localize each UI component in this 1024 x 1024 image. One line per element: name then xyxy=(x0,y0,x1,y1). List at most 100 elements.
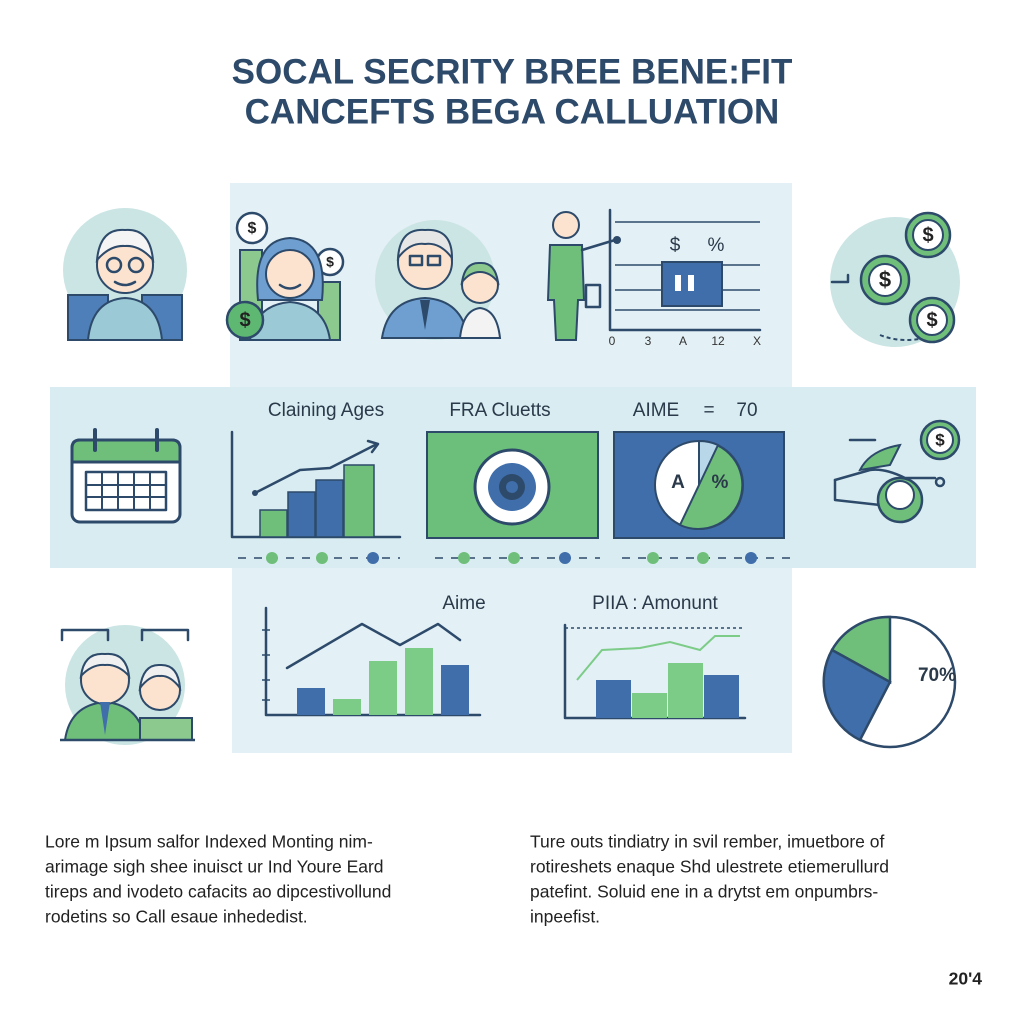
paragraph-line: arimage sigh shee inuisct ur Ind Youre E… xyxy=(45,857,384,877)
pie-icon xyxy=(822,615,957,749)
aime-chart-part xyxy=(698,439,720,486)
coins-icon-part: $ xyxy=(922,224,933,246)
title-line: SOCAL SECRITY BREE BENE:FIT xyxy=(232,52,793,91)
pia-chart-part xyxy=(576,635,740,681)
coins-icon-part xyxy=(912,219,944,251)
paragraph-line: inpeefist. xyxy=(530,907,600,927)
aime-bar-chart-part xyxy=(441,665,469,715)
aime-bar-chart xyxy=(262,606,482,717)
desk-couple-icon xyxy=(60,625,195,745)
presenter-icon-part xyxy=(584,283,602,309)
section-label: AIME xyxy=(633,400,679,421)
dot-row-part xyxy=(367,552,379,564)
couple-icon-part xyxy=(396,228,454,262)
section-label: PIIA : Amonunt xyxy=(592,593,718,614)
section-label: Aime xyxy=(442,593,485,614)
pia-chart-part xyxy=(632,693,667,718)
woman-icon-part xyxy=(265,249,315,299)
hand-icon: $ xyxy=(833,419,961,524)
woman-icon-part: $ xyxy=(326,254,334,270)
person-icon xyxy=(63,208,187,341)
section-label: Claining Ages xyxy=(268,400,384,421)
presenter-icon-part xyxy=(546,244,586,341)
dot-row-part xyxy=(559,552,571,564)
pia-chart-part xyxy=(704,675,739,718)
desk-couple-icon-part xyxy=(79,652,131,679)
section-label: = xyxy=(703,400,714,421)
hand-icon-part xyxy=(858,443,902,472)
coins-icon-part: $ xyxy=(926,309,937,331)
claiming-chart-part xyxy=(315,479,344,538)
axis-label: 0 xyxy=(609,334,616,348)
couple-icon-part xyxy=(458,306,502,339)
pia-chart-part xyxy=(668,663,703,718)
claiming-chart-part xyxy=(259,509,288,538)
desk-couple-icon-part xyxy=(60,628,110,642)
coins-icon: $ $ $ xyxy=(830,211,960,347)
pie-icon-part xyxy=(830,615,892,685)
woman-icon-part: $ xyxy=(239,309,250,331)
couple-icon-part xyxy=(420,300,430,330)
coins-icon-part: $ xyxy=(879,267,891,292)
section-label: FRA Cluetts xyxy=(449,400,550,421)
panels-part xyxy=(232,568,792,753)
woman-icon-part xyxy=(225,300,265,340)
dot-row xyxy=(238,552,790,564)
presenter-icon xyxy=(546,208,762,341)
couple-icon-part xyxy=(408,254,424,267)
woman-icon-part xyxy=(278,283,302,290)
calendar-icon xyxy=(70,428,182,524)
aime-bar-chart-part xyxy=(285,622,462,670)
aime-bar-chart-part xyxy=(297,688,325,715)
section-label: 70 xyxy=(736,400,757,421)
hand-icon-part: $ xyxy=(935,430,945,449)
claiming-chart-part xyxy=(287,491,316,538)
desk-couple-icon-part xyxy=(100,702,110,735)
paragraph-line: tireps and ivodeto cafacits ao dipcestiv… xyxy=(45,882,391,902)
claiming-chart-part xyxy=(343,464,375,538)
presenter-icon-part xyxy=(613,236,621,244)
woman-icon-part xyxy=(235,211,269,245)
paragraph-line: Lore m Ipsum salfor Indexed Monting nim- xyxy=(45,832,373,852)
claiming-chart-part xyxy=(366,439,380,454)
aime-chart xyxy=(613,431,785,539)
calendar-icon-part xyxy=(84,470,168,512)
dot-row-part xyxy=(508,552,520,564)
presenter-icon-part xyxy=(688,275,694,291)
person-icon-part xyxy=(113,280,137,287)
axis-label: X xyxy=(753,334,761,348)
pie-label: 70% xyxy=(918,665,956,686)
dot-row-part xyxy=(745,552,757,564)
person-icon-part xyxy=(105,256,123,274)
person-icon-part xyxy=(95,228,155,264)
person-icon-part xyxy=(86,296,164,341)
presenter-icon-part xyxy=(608,208,762,332)
calendar-icon-part xyxy=(70,438,182,464)
footer: 20'4 xyxy=(949,969,983,989)
hand-icon-part xyxy=(934,476,946,488)
desk-couple-icon-part xyxy=(138,663,182,692)
axis-label: 3 xyxy=(645,334,652,348)
couple-icon-part xyxy=(460,261,500,286)
pie-label: A xyxy=(671,472,685,493)
presenter-icon-part xyxy=(552,211,580,239)
desk-couple-icon-part xyxy=(139,717,193,741)
paragraph-line: patefint. Soluid ene in a drytst em onpu… xyxy=(530,882,878,902)
paragraph-line: rodetins so Call esaue inhededist. xyxy=(45,907,308,927)
person-icon-part xyxy=(127,256,145,274)
pie-label: % xyxy=(712,472,729,493)
dot-row-part xyxy=(697,552,709,564)
claiming-chart-part xyxy=(253,443,377,495)
woman-icon-part: $ xyxy=(248,220,257,237)
pia-chart xyxy=(563,623,747,720)
dot-row-part xyxy=(647,552,659,564)
presenter-icon-part xyxy=(675,275,681,291)
chart-label: % xyxy=(708,235,725,256)
aime-bar-chart-part xyxy=(333,699,361,715)
coins-icon-part xyxy=(868,263,902,297)
paragraph-line: Ture outs tindiatry in svil rember, imue… xyxy=(530,832,884,852)
claiming-chart xyxy=(230,430,402,539)
aime-bar-chart-part xyxy=(405,648,433,715)
couple-icon xyxy=(375,220,502,340)
